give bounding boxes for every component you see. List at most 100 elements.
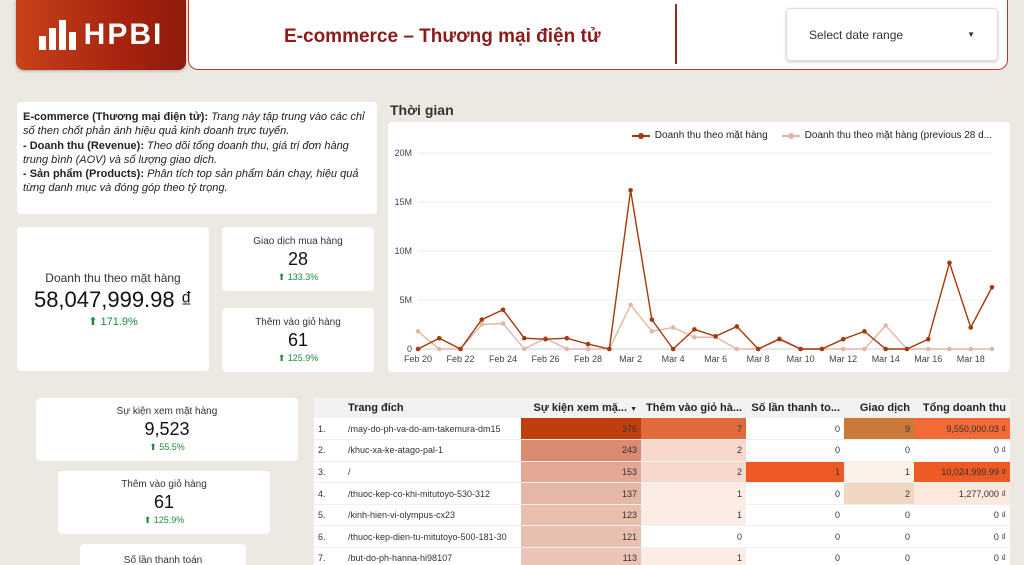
table-row[interactable]: 6./thuoc-kep-dien-tu-mitutoyo-500-181-30… — [314, 525, 1010, 549]
legend-label-current: Doanh thu theo mặt hàng — [654, 130, 768, 141]
data-point — [798, 346, 803, 352]
date-range-label: Select date range — [809, 27, 904, 42]
col-item-views[interactable]: Sự kiện xem mặ... ▼ — [521, 398, 641, 418]
time-series-chart: Doanh thu theo mặt hàng Doanh thu theo m… — [388, 122, 1010, 372]
kpi-transactions-value: 28 — [287, 248, 309, 269]
data-point — [628, 302, 633, 308]
row-index: 7. — [314, 547, 344, 565]
desc-intro-text: Trang này tập trung vào các chỉ số then … — [23, 111, 365, 138]
kpi-add-to-cart-2-delta: ⬆ 125.9% — [143, 515, 185, 525]
table-row[interactable]: 3./153 2 1 1 10,024,999.99 ₫ — [314, 461, 1010, 484]
revenue-cell: 1,277,000 ₫ — [914, 482, 1010, 505]
cart-cell: 2 — [641, 439, 746, 462]
date-range-select[interactable]: Select date range ▼ — [786, 8, 998, 61]
data-point — [925, 346, 931, 352]
kpi-add-to-cart[interactable]: Thêm vào giỏ hàng 61 ⬆ 125.9% — [222, 308, 374, 372]
kpi-item-views[interactable]: Sự kiện xem mặt hàng 9,523 ⬆ 55.5% — [36, 398, 298, 461]
row-index: 6. — [314, 525, 344, 549]
col-transactions[interactable]: Giao dịch — [844, 398, 914, 418]
trans-cell: 0 — [844, 525, 914, 549]
kpi-transactions[interactable]: Giao dịch mua hàng 28 ⬆ 133.3% — [222, 227, 374, 291]
page-title: E-commerce – Thương mại điện tử — [284, 26, 601, 47]
legend-item-current[interactable]: Doanh thu theo mặt hàng — [631, 130, 768, 141]
line-chart-svg: 0 5M 10M 15M 20M Feb 20 Feb 22 Feb 24 Feb 26 Feb … — [394, 148, 995, 364]
kpi-revenue[interactable]: Doanh thu theo mặt hàng 58,047,999.98 ₫ … — [17, 227, 209, 371]
data-point — [840, 346, 846, 352]
y-tick-label: 5M — [399, 295, 412, 305]
row-index: 4. — [314, 482, 344, 505]
revenue-cell: 0 ₫ — [914, 525, 1010, 549]
data-point — [479, 317, 485, 322]
data-point — [819, 346, 825, 352]
kpi-checkouts[interactable]: Số lần thanh toán — [80, 544, 246, 565]
views-cell: 123 — [521, 504, 641, 527]
data-point — [755, 346, 761, 352]
kpi-add-to-cart-2-value: 61 — [153, 492, 175, 512]
data-point — [989, 284, 995, 290]
col-landing-page[interactable]: Trang đích — [344, 398, 521, 418]
caret-down-icon: ▼ — [967, 30, 975, 39]
legend-swatch-previous — [781, 132, 800, 139]
data-point — [500, 307, 506, 313]
desc-products-bold: - Sản phẩm (Products): — [23, 168, 145, 181]
table-row[interactable]: 5./kinh-hien-vi-olympus-cx23 123 1 0 0 0 ₫ — [314, 504, 1010, 527]
series-line — [417, 303, 992, 350]
kpi-checkouts-label: Số lần thanh toán — [123, 555, 203, 565]
x-tick-label: Mar 10 — [787, 354, 815, 364]
trans-cell: 0 — [844, 504, 914, 527]
table-row[interactable]: 4./thuoc-kep-co-khi-mitutoyo-530-312 137 1… — [314, 482, 1010, 505]
table-row[interactable]: 2./khuc-xa-ke-atago-pal-1 243 2 0 0 0 ₫ — [314, 439, 1010, 462]
legend-item-previous[interactable]: Doanh thu theo mặt hàng (previous 28 d..… — [781, 130, 992, 141]
data-point — [479, 322, 485, 327]
x-tick-label: Mar 6 — [704, 354, 727, 364]
data-point — [692, 327, 697, 332]
data-point — [521, 335, 527, 341]
data-point — [543, 336, 548, 342]
data-point — [436, 335, 442, 341]
desc-intro-bold: E-commerce (Thương mại điện tử): — [23, 111, 209, 123]
checkout-cell: 0 — [746, 525, 844, 549]
table-row[interactable]: 7./but-do-ph-hanna-hi98107 113 1 0 0 0 ₫ — [314, 547, 1010, 565]
landing-page-cell: /thuoc-kep-dien-tu-mitutoyo-500-181-30 — [344, 525, 521, 549]
cart-cell: 7 — [641, 418, 746, 441]
trans-cell: 0 — [844, 439, 914, 462]
series-line — [417, 190, 993, 351]
col-total-revenue[interactable]: Tổng doanh thu — [914, 398, 1010, 418]
checkout-cell: 0 — [746, 482, 844, 505]
cart-cell: 1 — [641, 482, 746, 505]
x-tick-label: Mar 14 — [872, 354, 900, 364]
page-description: E-commerce (Thương mại điện tử): Trang n… — [17, 102, 377, 214]
views-cell: 243 — [521, 439, 641, 462]
x-tick-label: Feb 20 — [404, 354, 432, 364]
kpi-add-to-cart-2[interactable]: Thêm vào giỏ hàng 61 ⬆ 125.9% — [58, 471, 270, 534]
x-tick-label: Mar 8 — [747, 354, 770, 364]
x-tick-label: Mar 2 — [619, 354, 642, 364]
chart-title: Thời gian — [390, 102, 454, 118]
col-index — [314, 398, 344, 418]
x-tick-label: Feb 24 — [489, 354, 517, 364]
trans-cell: 2 — [844, 482, 914, 505]
kpi-revenue-label: Doanh thu theo mặt hàng — [45, 270, 181, 285]
row-index: 5. — [314, 504, 344, 527]
table-row[interactable]: 1./may-do-ph-va-do-am-takemura-dm15 376 7 0… — [314, 418, 1010, 441]
legend-label-previous: Doanh thu theo mặt hàng (previous 28 d..… — [804, 130, 992, 141]
data-point — [521, 346, 527, 352]
data-point — [734, 324, 740, 329]
row-index: 2. — [314, 439, 344, 462]
kpi-add-to-cart-label: Thêm vào giỏ hàng — [255, 316, 341, 328]
data-point — [607, 346, 612, 352]
y-tick-label: 20M — [394, 148, 412, 158]
col-add-to-cart[interactable]: Thêm vào giỏ hà... — [641, 398, 746, 418]
data-point — [415, 346, 421, 352]
data-point — [564, 346, 570, 352]
row-index: 1. — [314, 418, 344, 441]
data-point — [670, 325, 676, 330]
revenue-cell: 10,024,999.99 ₫ — [914, 461, 1010, 484]
col-item-views-label: Sự kiện xem mặ... — [533, 402, 628, 414]
kpi-add-to-cart-value: 61 — [287, 329, 309, 350]
desc-revenue-bold: - Doanh thu (Revenue): — [23, 139, 144, 152]
col-checkouts[interactable]: Số lần thanh to... — [746, 398, 844, 418]
data-point — [883, 346, 889, 352]
trans-cell: 1 — [844, 461, 914, 484]
kpi-revenue-value: 58,047,999.98 ₫ — [33, 286, 193, 312]
